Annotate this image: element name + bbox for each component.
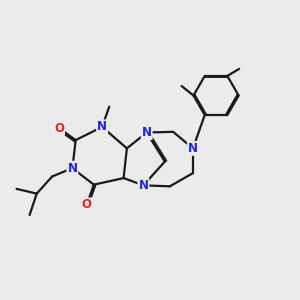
Text: N: N bbox=[97, 120, 107, 134]
Text: N: N bbox=[138, 179, 148, 192]
Text: O: O bbox=[82, 198, 92, 212]
Text: N: N bbox=[142, 126, 152, 139]
Text: N: N bbox=[188, 142, 198, 155]
Text: N: N bbox=[68, 162, 77, 175]
Text: O: O bbox=[54, 122, 64, 135]
